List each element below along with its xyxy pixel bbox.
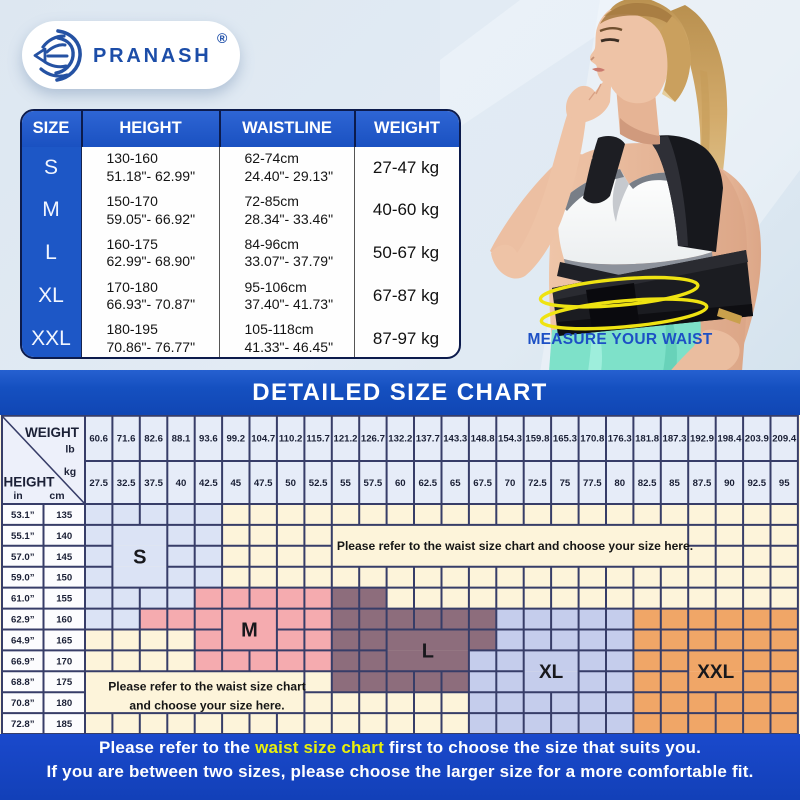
- svg-text:68.8”: 68.8”: [11, 677, 35, 688]
- svg-text:155: 155: [56, 594, 73, 605]
- svg-text:192.9: 192.9: [690, 434, 714, 445]
- svg-text:143.3: 143.3: [443, 434, 467, 445]
- svg-text:88.1: 88.1: [172, 434, 191, 445]
- svg-text:Please refer to the waist size: Please refer to the waist size chart and…: [337, 539, 693, 553]
- svg-text:159.8: 159.8: [525, 434, 550, 445]
- svg-text:HEIGHT: HEIGHT: [3, 475, 55, 490]
- svg-text:121.2: 121.2: [333, 434, 357, 445]
- svg-text:145: 145: [56, 552, 73, 563]
- svg-text:kg: kg: [64, 466, 76, 478]
- svg-text:60: 60: [395, 478, 406, 489]
- svg-text:40: 40: [176, 478, 187, 489]
- svg-text:175: 175: [56, 677, 73, 688]
- svg-text:99.2: 99.2: [226, 434, 245, 445]
- svg-text:62.5: 62.5: [418, 478, 437, 489]
- svg-text:209.4: 209.4: [772, 434, 797, 445]
- svg-text:104.7: 104.7: [251, 434, 275, 445]
- svg-text:90: 90: [724, 478, 735, 489]
- svg-text:cm: cm: [49, 490, 64, 502]
- svg-text:64.9”: 64.9”: [11, 635, 35, 646]
- svg-text:57.5: 57.5: [364, 478, 383, 489]
- svg-text:55: 55: [340, 478, 351, 489]
- svg-text:85: 85: [669, 478, 680, 489]
- svg-text:95: 95: [779, 478, 790, 489]
- svg-text:61.0”: 61.0”: [11, 594, 35, 605]
- svg-text:62.9”: 62.9”: [11, 615, 35, 626]
- svg-text:198.4: 198.4: [717, 434, 742, 445]
- svg-text:187.3: 187.3: [662, 434, 686, 445]
- svg-text:XL: XL: [539, 662, 564, 683]
- svg-text:92.5: 92.5: [747, 478, 766, 489]
- svg-text:60.6: 60.6: [89, 434, 108, 445]
- svg-text:180: 180: [56, 698, 72, 709]
- svg-text:137.7: 137.7: [416, 434, 440, 445]
- svg-text:70: 70: [505, 478, 516, 489]
- svg-text:70.8”: 70.8”: [11, 698, 35, 709]
- svg-text:82.5: 82.5: [638, 478, 657, 489]
- svg-text:176.3: 176.3: [608, 434, 632, 445]
- svg-text:53.1”: 53.1”: [11, 510, 35, 521]
- svg-text:150: 150: [56, 573, 72, 584]
- svg-text:42.5: 42.5: [199, 478, 218, 489]
- svg-text:59.0”: 59.0”: [11, 573, 35, 584]
- svg-text:45: 45: [230, 478, 241, 489]
- svg-text:154.3: 154.3: [498, 434, 522, 445]
- svg-text:47.5: 47.5: [254, 478, 273, 489]
- svg-text:55.1”: 55.1”: [11, 531, 35, 542]
- svg-text:115.7: 115.7: [306, 434, 329, 445]
- svg-text:160: 160: [56, 615, 72, 626]
- svg-text:82.6: 82.6: [144, 434, 163, 445]
- svg-text:Please refer to the waist size: Please refer to the waist size chart: [108, 680, 306, 694]
- svg-text:77.5: 77.5: [583, 478, 602, 489]
- svg-text:80: 80: [614, 478, 625, 489]
- svg-text:WEIGHT: WEIGHT: [25, 425, 80, 440]
- svg-text:lb: lb: [65, 444, 74, 456]
- svg-text:165.3: 165.3: [553, 434, 577, 445]
- svg-text:132.2: 132.2: [388, 434, 412, 445]
- svg-text:148.8: 148.8: [471, 434, 496, 445]
- svg-text:72.8”: 72.8”: [11, 719, 35, 730]
- svg-text:110.2: 110.2: [279, 434, 302, 445]
- svg-text:75: 75: [560, 478, 571, 489]
- svg-text:140: 140: [56, 531, 72, 542]
- svg-text:S: S: [133, 547, 146, 569]
- svg-text:XXL: XXL: [697, 662, 734, 683]
- svg-text:50: 50: [285, 478, 296, 489]
- svg-text:165: 165: [56, 635, 73, 646]
- svg-text:170: 170: [56, 656, 72, 667]
- svg-text:27.5: 27.5: [89, 478, 108, 489]
- svg-text:37.5: 37.5: [144, 478, 163, 489]
- svg-text:66.9”: 66.9”: [11, 656, 35, 667]
- svg-text:93.6: 93.6: [199, 434, 218, 445]
- svg-text:181.8: 181.8: [635, 434, 660, 445]
- svg-text:126.7: 126.7: [361, 434, 385, 445]
- svg-text:67.5: 67.5: [473, 478, 492, 489]
- svg-text:87.5: 87.5: [693, 478, 712, 489]
- svg-text:and choose your size here.: and choose your size here.: [129, 699, 284, 713]
- svg-text:52.5: 52.5: [309, 478, 328, 489]
- svg-text:71.6: 71.6: [117, 434, 136, 445]
- svg-text:135: 135: [56, 510, 73, 521]
- svg-text:203.9: 203.9: [745, 434, 769, 445]
- svg-text:M: M: [241, 620, 258, 642]
- svg-text:72.5: 72.5: [528, 478, 547, 489]
- svg-text:in: in: [13, 490, 22, 502]
- svg-text:65: 65: [450, 478, 461, 489]
- svg-text:32.5: 32.5: [117, 478, 136, 489]
- svg-text:57.0”: 57.0”: [11, 552, 35, 563]
- svg-text:L: L: [422, 641, 434, 663]
- svg-text:185: 185: [56, 719, 73, 730]
- svg-text:170.8: 170.8: [580, 434, 605, 445]
